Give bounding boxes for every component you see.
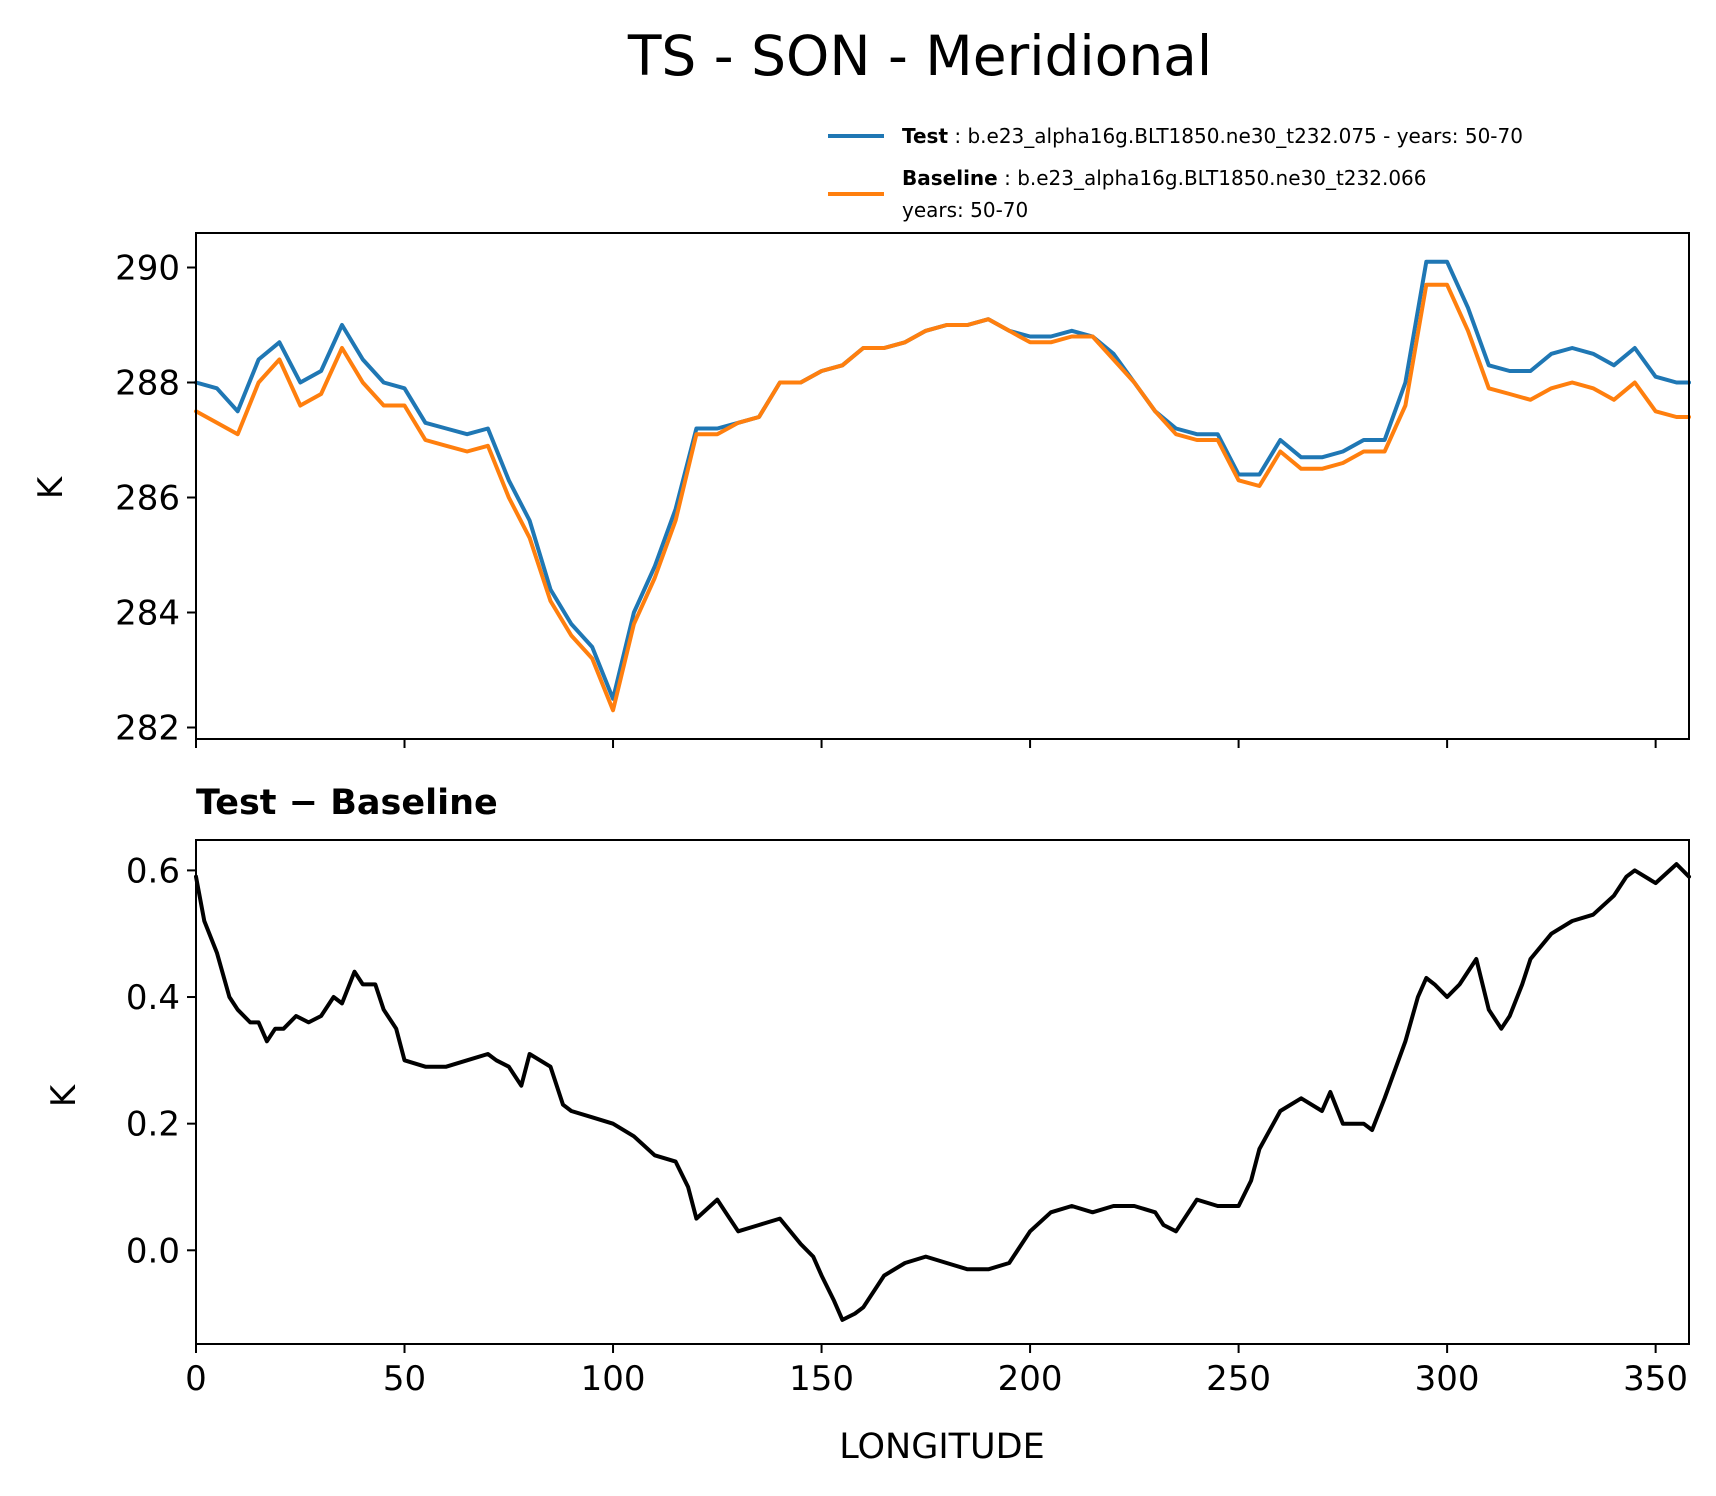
svg-text:Test : b.e23_alpha16g.BL: Test : b.e23_alpha16g.BLT1850.ne30_t232.… (902, 124, 1523, 148)
bottom-series-group (194, 862, 1691, 1322)
bottom-x-axis: 0 50 100 150 200 250 300 350 (185, 1344, 1688, 1399)
bottom-x-tick-label: 300 (1415, 1359, 1480, 1399)
legend: Test : b.e23_alpha16g.BLT1850.ne30_t232.… (828, 124, 1523, 222)
top-series-group (194, 259, 1691, 713)
bottom-y-tick-label: 0.2 (126, 1105, 180, 1145)
legend-test-bold: Test (902, 124, 948, 148)
svg-text:Baseline : b.e23_alpha16: Baseline : b.e23_alpha16g.BLT1850.ne30_t… (902, 166, 1427, 190)
bottom-x-tick-label: 100 (581, 1359, 646, 1399)
x-axis-label: LONGITUDE (839, 1427, 1045, 1467)
top-series-line-baseline (194, 282, 1691, 713)
top-y-tick-label: 290 (115, 249, 180, 289)
bottom-x-tick-label: 200 (998, 1359, 1063, 1399)
top-y-axis-label: K (31, 475, 71, 499)
bottom-y-tick-label: 0.0 (126, 1231, 180, 1271)
bottom-panel: Test − Baseline 0.0 0.2 0.4 0.6 0 50 100 150 20… (44, 783, 1691, 1467)
top-y-tick-label: 286 (115, 479, 180, 519)
bottom-x-tick-label: 50 (383, 1359, 426, 1399)
bottom-x-tick-label: 0 (185, 1359, 207, 1399)
top-y-axis: 282 284 286 288 290 (115, 249, 196, 749)
top-y-tick-label: 288 (115, 364, 180, 404)
top-axes-frame (195, 232, 1690, 740)
figure-title: TS - SON - Meridional (627, 24, 1212, 88)
legend-test-text: : b.e23_alpha16g.BLT1850.ne30_t232.075 -… (954, 124, 1523, 148)
top-x-axis (195, 739, 1657, 748)
bottom-series-line-test-baseline (194, 862, 1691, 1322)
bottom-panel-title: Test − Baseline (196, 783, 498, 823)
bottom-y-tick-label: 0.4 (126, 978, 180, 1018)
legend-baseline-bold: Baseline (902, 166, 998, 190)
top-panel: 282 284 286 288 290 K (31, 232, 1691, 749)
legend-baseline-text-2: years: 50-70 (902, 198, 1028, 222)
bottom-x-tick-label: 150 (789, 1359, 854, 1399)
legend-baseline-text: : b.e23_alpha16g.BLT1850.ne30_t232.066 (1004, 166, 1426, 190)
bottom-axes-frame (195, 839, 1690, 1345)
bottom-y-axis-label: K (44, 1083, 84, 1107)
bottom-x-tick-label: 250 (1206, 1359, 1271, 1399)
bottom-y-tick-label: 0.6 (126, 851, 180, 891)
top-y-tick-label: 284 (115, 594, 180, 634)
top-y-tick-label: 282 (115, 709, 180, 749)
bottom-y-axis: 0.0 0.2 0.4 0.6 (126, 851, 196, 1271)
bottom-x-tick-label: 350 (1623, 1359, 1688, 1399)
